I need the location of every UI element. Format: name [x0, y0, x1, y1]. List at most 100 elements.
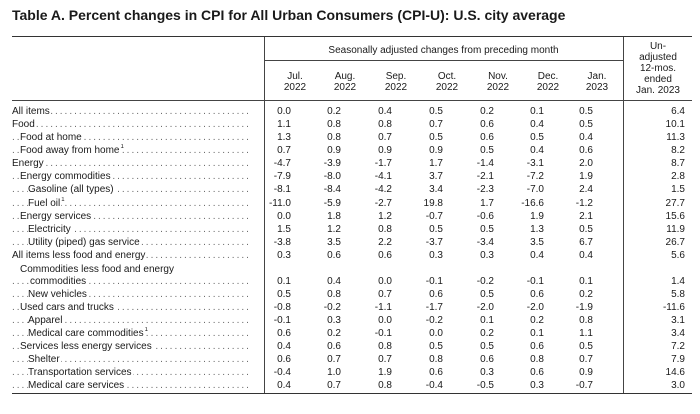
cell-monthly-change: 0.2 — [327, 106, 341, 117]
row-label: Medical care services — [28, 379, 126, 392]
dot-leader: ........................................… — [12, 158, 248, 169]
table-row: ........................................… — [12, 157, 692, 170]
cell-monthly-change: 0.5 — [429, 132, 443, 143]
row-label: Shelter — [28, 353, 61, 366]
cell-monthly-change: 2.0 — [579, 158, 593, 169]
row-label-text: Medical care commodities — [28, 328, 145, 339]
cell-monthly-change: -4.1 — [374, 171, 392, 182]
cell-monthly-change: 0.4 — [277, 380, 291, 391]
cell-monthly-change: 0.0 — [277, 106, 291, 117]
cell-monthly-change: -0.6 — [476, 211, 494, 222]
row-label-text: All items — [12, 106, 51, 117]
cell-monthly-change: 0.3 — [480, 367, 494, 378]
cell-monthly-change: -2.3 — [476, 184, 494, 195]
table-row: ........................................… — [12, 288, 692, 301]
cell-monthly-change: 0.5 — [579, 341, 593, 352]
cell-monthly-change: 0.6 — [480, 119, 494, 130]
cell-monthly-change: 0.6 — [327, 250, 341, 261]
cell-monthly-change: 0.6 — [277, 328, 291, 339]
cell-monthly-change: 0.6 — [530, 341, 544, 352]
cell-monthly-change: 0.6 — [480, 354, 494, 365]
cell-monthly-change: 0.5 — [530, 132, 544, 143]
cell-monthly-change: 0.6 — [277, 354, 291, 365]
cell-monthly-change: -3.9 — [323, 158, 341, 169]
row-label: Food away from home1 — [20, 144, 124, 157]
cell-monthly-change: -0.5 — [476, 380, 494, 391]
cell-12-month-change: 1.5 — [671, 184, 685, 195]
table-row: ........................................… — [12, 105, 692, 118]
cell-monthly-change: -0.4 — [425, 380, 443, 391]
spanning-header-rule — [264, 60, 623, 61]
table-row: ........................................… — [12, 236, 692, 249]
cell-12-month-change: 14.6 — [665, 367, 685, 378]
cell-monthly-change: 0.7 — [327, 380, 341, 391]
row-label: Apparel — [28, 314, 64, 327]
cell-12-month-change: 7.9 — [671, 354, 685, 365]
row-label: commodities — [30, 275, 88, 288]
cell-monthly-change: 0.4 — [530, 250, 544, 261]
cell-monthly-change: 0.0 — [378, 276, 392, 287]
table-title: Table A. Percent changes in CPI for All … — [12, 7, 566, 23]
cell-12-month-change: 10.1 — [665, 119, 685, 130]
cell-monthly-change: 0.3 — [429, 250, 443, 261]
cell-monthly-change: 1.1 — [277, 119, 291, 130]
footnote-marker: 1 — [61, 197, 65, 203]
row-label-text: Gasoline (all types) — [28, 184, 115, 195]
cell-monthly-change: 0.6 — [480, 132, 494, 143]
dot-leader: ........................................… — [12, 119, 248, 130]
cell-monthly-change: 1.2 — [327, 224, 341, 235]
seasonally-adjusted-header: Seasonally adjusted changes from precedi… — [328, 45, 559, 56]
unadjusted-12-month-header: Un- adjusted 12-mos. ended Jan. 2023 — [636, 41, 680, 96]
cell-monthly-change: 1.0 — [327, 367, 341, 378]
cell-monthly-change: 0.7 — [327, 354, 341, 365]
cell-monthly-change: 0.5 — [429, 224, 443, 235]
cell-monthly-change: -0.2 — [323, 302, 341, 313]
cell-monthly-change: -1.7 — [425, 302, 443, 313]
table-row: ........................................… — [12, 353, 692, 366]
cell-12-month-change: -11.6 — [662, 302, 685, 313]
cell-monthly-change: 0.0 — [277, 211, 291, 222]
cell-monthly-change: 1.8 — [327, 211, 341, 222]
cell-monthly-change: 0.1 — [277, 276, 291, 287]
cell-12-month-change: 27.7 — [665, 198, 685, 209]
cell-monthly-change: 3.4 — [429, 184, 443, 195]
cell-12-month-change: 6.4 — [671, 106, 685, 117]
cell-monthly-change: 0.9 — [378, 145, 392, 156]
cell-monthly-change: 0.6 — [530, 289, 544, 300]
cell-monthly-change: -8.1 — [273, 184, 291, 195]
cell-monthly-change: 0.4 — [579, 132, 593, 143]
cell-monthly-change: 0.1 — [579, 276, 593, 287]
cell-monthly-change: -7.9 — [273, 171, 291, 182]
cell-monthly-change: 0.8 — [327, 289, 341, 300]
cell-12-month-change: 1.4 — [671, 276, 685, 287]
cpi-table: Seasonally adjusted changes from precedi… — [12, 36, 692, 394]
row-label: Energy — [12, 157, 45, 170]
cell-monthly-change: 0.5 — [579, 119, 593, 130]
cell-monthly-change: 2.2 — [378, 237, 392, 248]
dot-leader: ........................................… — [12, 106, 248, 117]
dot-leader: ........................................… — [12, 184, 248, 195]
cell-monthly-change: 0.5 — [429, 341, 443, 352]
row-label-text: Services less energy services — [20, 341, 153, 352]
table-row: ........................................… — [12, 275, 692, 288]
cell-monthly-change: 0.5 — [480, 341, 494, 352]
cell-monthly-change: 0.6 — [327, 341, 341, 352]
cell-monthly-change: -16.6 — [521, 198, 544, 209]
column-header-dec-2022: Dec. 2022 — [536, 71, 560, 93]
cell-monthly-change: -0.1 — [526, 276, 544, 287]
row-label-text: Fuel oil — [28, 198, 62, 209]
cell-monthly-change: 0.4 — [530, 145, 544, 156]
cell-monthly-change: 1.3 — [277, 132, 291, 143]
row-label-text: New vehicles — [28, 289, 88, 300]
cell-12-month-change: 3.1 — [671, 315, 685, 326]
row-label-text: Used cars and trucks — [20, 302, 115, 313]
table-row: ........................................… — [12, 118, 692, 131]
cell-monthly-change: 0.4 — [530, 119, 544, 130]
row-label-text: Energy commodities — [20, 171, 112, 182]
cell-monthly-change: 0.2 — [327, 328, 341, 339]
cell-monthly-change: -0.8 — [273, 302, 291, 313]
row-label-text: Commodities less food and energy — [20, 264, 175, 275]
cell-monthly-change: 1.2 — [378, 211, 392, 222]
row-label: Gasoline (all types) — [28, 183, 115, 196]
